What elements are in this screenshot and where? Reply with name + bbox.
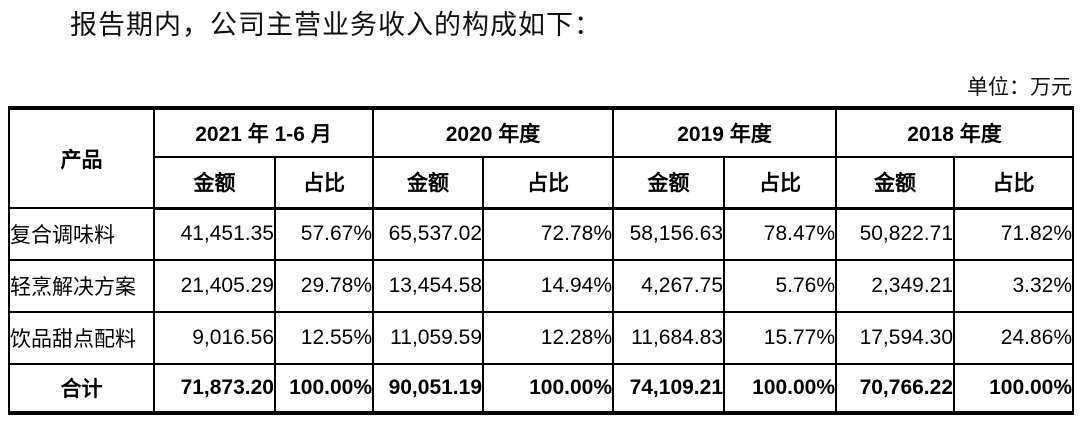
table-row-beverage-dessert-ingredients: 饮品甜点配料 9,016.56 12.55% 11,059.59 12.28% … xyxy=(8,311,1075,365)
cell-amount: 50,822.71 xyxy=(835,207,956,261)
cell-ratio: 72.78% xyxy=(482,207,615,261)
col-header-amount-2020: 金额 xyxy=(372,156,485,210)
cell-ratio: 100.00% xyxy=(482,363,615,414)
cell-ratio: 3.32% xyxy=(953,259,1075,313)
cell-amount: 71,873.20 xyxy=(153,363,276,414)
product-label: 轻烹解决方案 xyxy=(8,259,155,313)
product-label: 饮品甜点配料 xyxy=(8,311,155,365)
cell-ratio: 100.00% xyxy=(953,363,1075,414)
cell-ratio: 14.94% xyxy=(482,259,615,313)
col-header-product: 产品 xyxy=(8,107,155,209)
col-header-period-2021: 2021 年 1-6 月 xyxy=(152,107,375,158)
cell-ratio: 5.76% xyxy=(723,259,838,313)
header-row-measures: 金额 占比 金额 占比 金额 占比 金额 占比 xyxy=(9,156,1075,210)
cell-amount: 4,267.75 xyxy=(612,259,726,313)
total-label: 合计 xyxy=(8,363,155,414)
cell-ratio: 100.00% xyxy=(273,363,375,414)
cell-amount: 21,405.29 xyxy=(153,259,276,313)
cell-ratio: 57.67% xyxy=(273,207,375,261)
revenue-composition-table: 产品 2021 年 1-6 月 2020 年度 2019 年度 2018 年度 … xyxy=(8,106,1075,415)
cell-ratio: 12.55% xyxy=(273,311,375,365)
product-label: 复合调味料 xyxy=(8,207,155,261)
table-row-total: 合计 71,873.20 100.00% 90,051.19 100.00% 7… xyxy=(8,363,1075,414)
col-header-ratio-2018: 占比 xyxy=(953,156,1075,210)
cell-amount: 74,109.21 xyxy=(612,363,726,414)
cell-ratio: 12.28% xyxy=(482,311,615,365)
col-header-period-2019: 2019 年度 xyxy=(612,107,838,158)
cell-ratio: 15.77% xyxy=(723,311,838,365)
cell-amount: 17,594.30 xyxy=(835,311,956,365)
cell-amount: 58,156.63 xyxy=(612,207,726,261)
page-title: 报告期内，公司主营业务收入的构成如下： xyxy=(70,10,602,40)
header-row-periods: 产品 2021 年 1-6 月 2020 年度 2019 年度 2018 年度 xyxy=(8,107,1075,209)
col-header-amount-2021: 金额 xyxy=(153,156,276,210)
cell-ratio: 78.47% xyxy=(723,207,838,261)
cell-amount: 11,684.83 xyxy=(612,311,726,365)
cell-ratio: 29.78% xyxy=(273,259,375,313)
table-row-light-cooking-solutions: 轻烹解决方案 21,405.29 29.78% 13,454.58 14.94%… xyxy=(8,259,1075,313)
cell-amount: 9,016.56 xyxy=(153,311,276,365)
col-header-ratio-2019: 占比 xyxy=(723,156,838,210)
cell-ratio: 100.00% xyxy=(723,363,838,414)
cell-amount: 2,349.21 xyxy=(835,259,956,313)
col-header-ratio-2020: 占比 xyxy=(482,156,615,210)
col-header-period-2018: 2018 年度 xyxy=(835,107,1075,158)
unit-label: 单位：万元 xyxy=(967,75,1072,99)
cell-amount: 70,766.22 xyxy=(835,363,956,414)
col-header-amount-2018: 金额 xyxy=(835,156,956,210)
cell-amount: 41,451.35 xyxy=(153,207,276,261)
col-header-ratio-2021: 占比 xyxy=(273,156,375,210)
cell-amount: 13,454.58 xyxy=(372,259,485,313)
cell-ratio: 71.82% xyxy=(953,207,1075,261)
table-row-compound-seasoning: 复合调味料 41,451.35 57.67% 65,537.02 72.78% … xyxy=(8,207,1075,261)
col-header-period-2020: 2020 年度 xyxy=(372,107,615,158)
cell-amount: 11,059.59 xyxy=(372,311,485,365)
cell-ratio: 24.86% xyxy=(953,311,1075,365)
col-header-amount-2019: 金额 xyxy=(612,156,726,210)
cell-amount: 65,537.02 xyxy=(372,207,485,261)
cell-amount: 90,051.19 xyxy=(372,363,485,414)
